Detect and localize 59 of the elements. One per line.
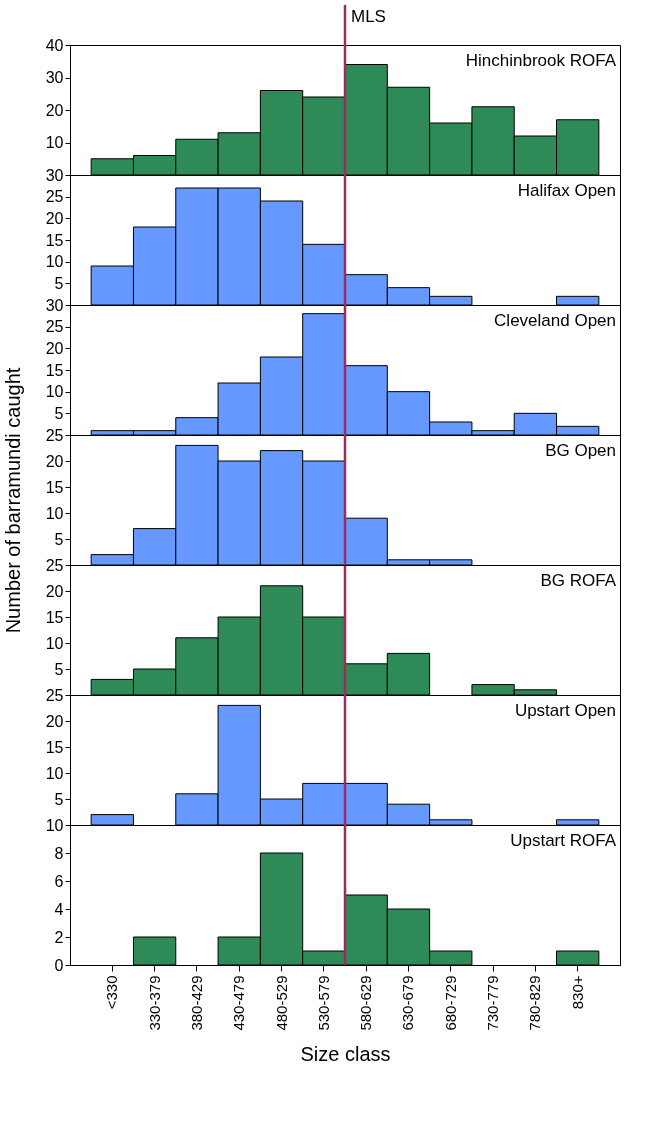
y-tick-label: 10 <box>45 253 64 271</box>
x-tick-label: 580-629 <box>357 975 375 1031</box>
chart-title: Cleveland Open <box>494 311 616 330</box>
chart-title: BG ROFA <box>540 571 617 590</box>
y-tick-label: 5 <box>54 530 64 548</box>
y-tick-label: 20 <box>45 582 64 600</box>
y-tick-label: 15 <box>45 361 64 379</box>
chart-title: Upstart ROFA <box>510 831 617 850</box>
y-tick-label: 10 <box>45 816 64 834</box>
x-tick-label: 530-579 <box>314 975 332 1031</box>
x-axis-title: Size class <box>300 1042 391 1065</box>
ref-line-label: MLS <box>351 7 386 26</box>
y-tick-label: 15 <box>45 608 64 626</box>
y-tick-label: 6 <box>54 872 64 890</box>
y-tick-label: 20 <box>45 209 64 227</box>
y-tick-label: 10 <box>45 764 64 782</box>
x-tick-label: 780-829 <box>526 975 544 1031</box>
y-tick-label: 25 <box>45 686 64 704</box>
y-tick-label: 2 <box>54 928 64 946</box>
x-tick-label: 430-479 <box>230 975 248 1031</box>
x-tick-label: <330 <box>103 975 121 1010</box>
chart-title: Upstart Open <box>514 701 616 720</box>
y-tick-label: 10 <box>45 634 64 652</box>
x-tick-label: 730-779 <box>484 975 502 1031</box>
y-tick-label: 8 <box>54 844 64 862</box>
y-tick-label: 10 <box>45 504 64 522</box>
y-tick-label: 40 <box>45 36 64 54</box>
y-tick-label: 15 <box>45 478 64 496</box>
y-tick-label: 0 <box>54 956 64 974</box>
x-tick-label: 480-529 <box>272 975 290 1031</box>
y-tick-label: 5 <box>54 790 64 808</box>
x-tick-label: 680-729 <box>441 975 459 1031</box>
y-tick-label: 4 <box>54 900 64 918</box>
y-tick-label: 20 <box>45 101 64 119</box>
y-tick-label: 25 <box>45 556 64 574</box>
y-tick-label: 30 <box>45 166 64 184</box>
y-tick-label: 20 <box>45 339 64 357</box>
chart-title: Hinchinbrook ROFA <box>465 51 617 70</box>
y-tick-label: 20 <box>45 712 64 730</box>
chart-title: BG Open <box>545 441 616 460</box>
y-tick-label: 30 <box>45 69 64 86</box>
y-tick-label: 30 <box>45 296 64 314</box>
y-tick-label: 25 <box>45 318 64 336</box>
x-tick-label: 830+ <box>568 975 586 1010</box>
y-axis-title: Number of barramundi caught <box>1 367 24 634</box>
x-tick-label: 380-429 <box>187 975 205 1031</box>
y-tick-label: 20 <box>45 452 64 470</box>
y-tick-label: 5 <box>54 404 64 422</box>
y-tick-label: 10 <box>45 383 64 401</box>
y-tick-label: 15 <box>45 738 64 756</box>
y-tick-label: 5 <box>54 274 64 292</box>
x-tick-label: 330-379 <box>145 975 163 1031</box>
y-tick-label: 25 <box>45 188 64 206</box>
y-tick-label: 15 <box>45 231 64 249</box>
x-tick-label: 630-679 <box>399 975 417 1031</box>
y-tick-label: 25 <box>45 426 64 444</box>
y-tick-label: 10 <box>45 134 64 151</box>
chart-title: Halifax Open <box>517 181 616 200</box>
y-tick-label: 5 <box>54 660 64 678</box>
